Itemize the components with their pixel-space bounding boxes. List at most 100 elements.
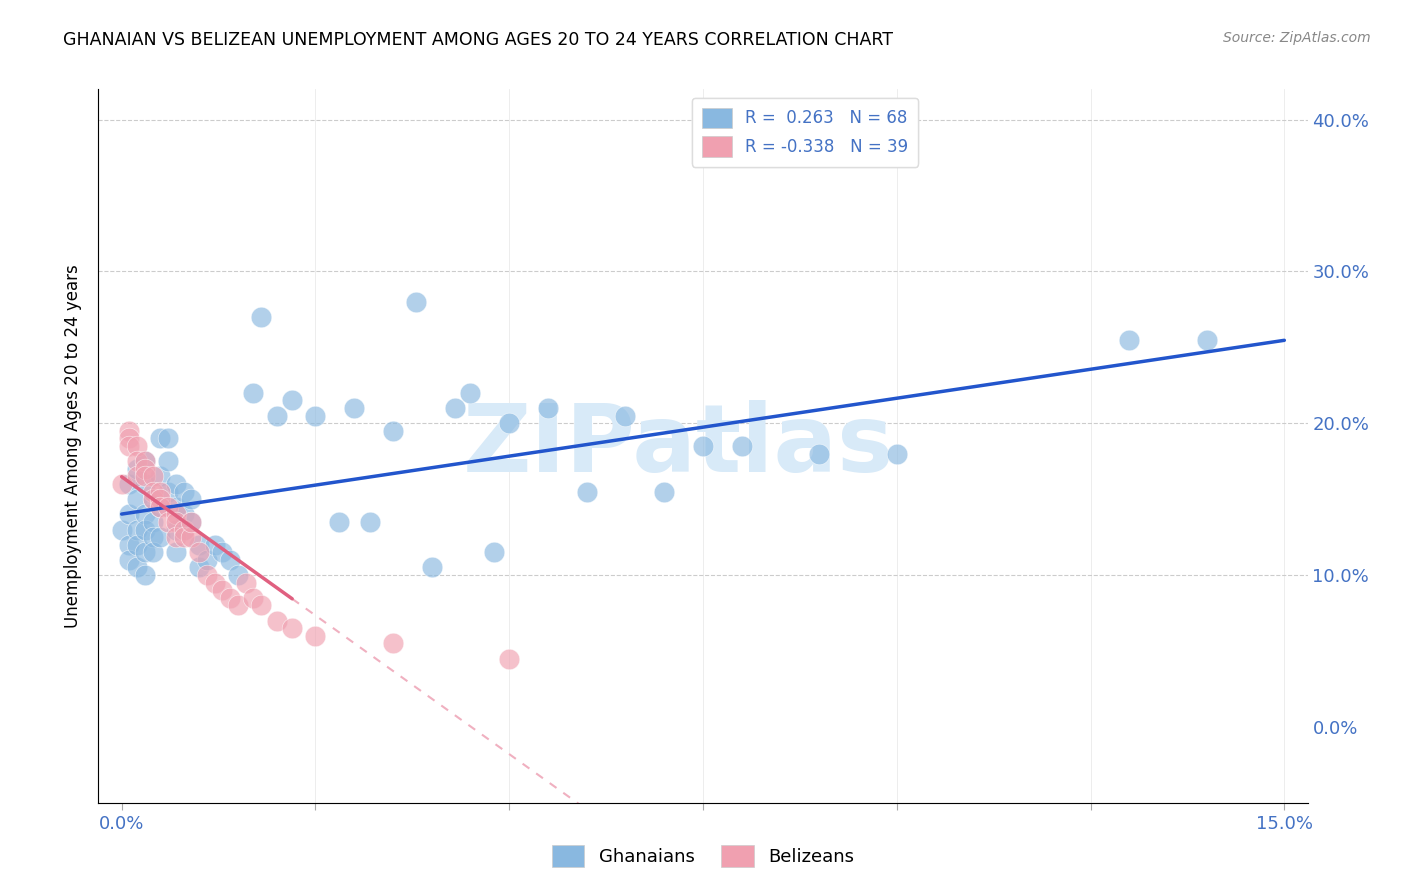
Point <box>405 294 427 309</box>
Point <box>498 651 520 665</box>
Y-axis label: Unemployment Among Ages 20 to 24 years: Unemployment Among Ages 20 to 24 years <box>65 264 83 628</box>
Legend: R =  0.263   N = 68, R = -0.338   N = 39: R = 0.263 N = 68, R = -0.338 N = 39 <box>692 97 918 167</box>
Point <box>149 500 172 514</box>
Point <box>118 424 141 438</box>
Point <box>111 477 134 491</box>
Point <box>281 621 304 635</box>
Text: ZIPatlas: ZIPatlas <box>463 400 894 492</box>
Point <box>165 477 187 491</box>
Point <box>157 500 180 514</box>
Point <box>142 515 165 529</box>
Point <box>149 500 172 514</box>
Point <box>420 560 443 574</box>
Point <box>575 484 598 499</box>
Point <box>731 439 754 453</box>
Point <box>173 508 195 522</box>
Point <box>226 599 249 613</box>
Point <box>173 484 195 499</box>
Point <box>127 560 149 574</box>
Point <box>149 484 172 499</box>
Point <box>127 523 149 537</box>
Point <box>180 492 202 507</box>
Point <box>134 545 156 559</box>
Point <box>211 583 233 598</box>
Point <box>134 454 156 468</box>
Point <box>460 385 482 400</box>
Point <box>250 599 273 613</box>
Point <box>281 393 304 408</box>
Point <box>359 515 381 529</box>
Point <box>165 500 187 514</box>
Point <box>482 545 505 559</box>
Point <box>165 530 187 544</box>
Point <box>142 545 165 559</box>
Point <box>149 469 172 483</box>
Point <box>444 401 467 415</box>
Point <box>149 431 172 445</box>
Point <box>250 310 273 324</box>
Point <box>235 575 257 590</box>
Point <box>157 515 180 529</box>
Point <box>652 484 675 499</box>
Point <box>118 439 141 453</box>
Point <box>142 492 165 507</box>
Point <box>195 568 218 582</box>
Point <box>226 568 249 582</box>
Point <box>188 560 211 574</box>
Point <box>134 523 156 537</box>
Point <box>127 439 149 453</box>
Point <box>165 515 187 529</box>
Point <box>204 575 226 590</box>
Point <box>142 492 165 507</box>
Point <box>204 538 226 552</box>
Point <box>142 530 165 544</box>
Point <box>142 469 165 483</box>
Point <box>381 424 404 438</box>
Point <box>242 591 264 605</box>
Point <box>173 523 195 537</box>
Point <box>134 568 156 582</box>
Point <box>266 409 288 423</box>
Point <box>180 515 202 529</box>
Point <box>381 636 404 650</box>
Point <box>118 538 141 552</box>
Point <box>328 515 350 529</box>
Point <box>134 469 156 483</box>
Point <box>118 553 141 567</box>
Point <box>149 492 172 507</box>
Point <box>142 484 165 499</box>
Point <box>211 545 233 559</box>
Point <box>157 484 180 499</box>
Point <box>127 538 149 552</box>
Point <box>173 523 195 537</box>
Point <box>614 409 637 423</box>
Point <box>118 508 141 522</box>
Point <box>134 462 156 476</box>
Point <box>118 431 141 445</box>
Point <box>118 477 141 491</box>
Point <box>149 530 172 544</box>
Point <box>127 462 149 476</box>
Point <box>498 416 520 430</box>
Point <box>692 439 714 453</box>
Point <box>127 469 149 483</box>
Text: Source: ZipAtlas.com: Source: ZipAtlas.com <box>1223 31 1371 45</box>
Point <box>127 454 149 468</box>
Point <box>1118 333 1140 347</box>
Point <box>266 614 288 628</box>
Point <box>157 454 180 468</box>
Point <box>165 545 187 559</box>
Point <box>188 545 211 559</box>
Point <box>111 523 134 537</box>
Point <box>219 591 242 605</box>
Point <box>195 553 218 567</box>
Point <box>808 447 831 461</box>
Legend: Ghanaians, Belizeans: Ghanaians, Belizeans <box>544 838 862 874</box>
Point <box>165 508 187 522</box>
Point <box>165 523 187 537</box>
Point <box>157 431 180 445</box>
Point <box>180 515 202 529</box>
Point <box>173 530 195 544</box>
Text: GHANAIAN VS BELIZEAN UNEMPLOYMENT AMONG AGES 20 TO 24 YEARS CORRELATION CHART: GHANAIAN VS BELIZEAN UNEMPLOYMENT AMONG … <box>63 31 893 49</box>
Point <box>134 477 156 491</box>
